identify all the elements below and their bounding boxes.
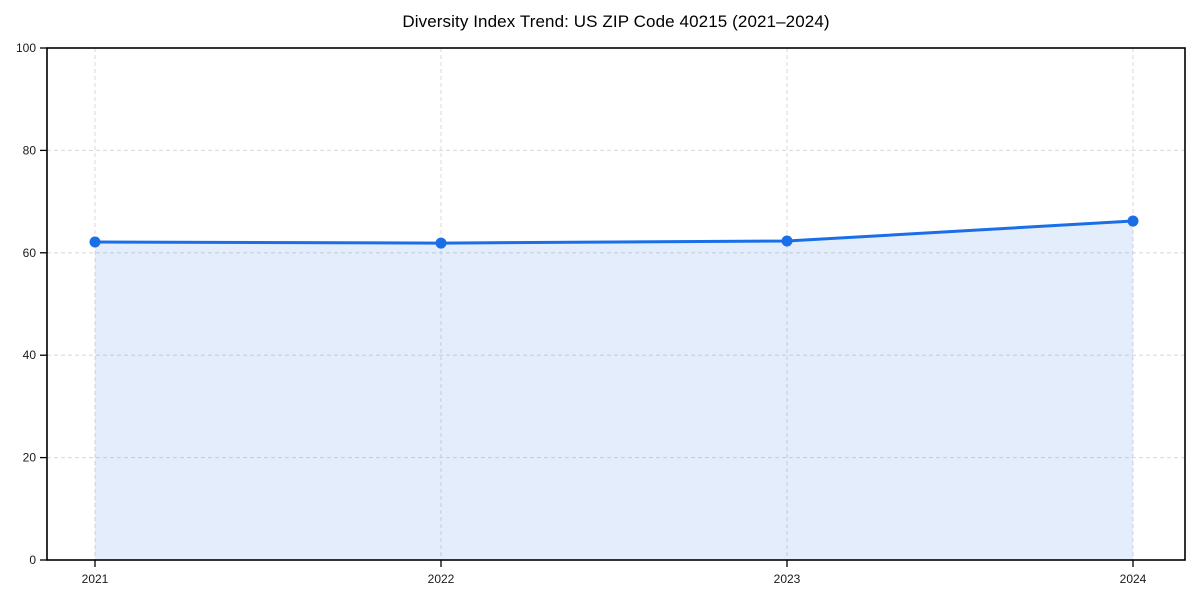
y-tick-label: 40 [23, 348, 37, 362]
trend-line [93, 219, 1135, 245]
chart-title: Diversity Index Trend: US ZIP Code 40215… [402, 12, 830, 31]
y-tick-label: 20 [23, 451, 37, 465]
data-point-marker [1127, 215, 1139, 227]
data-point-marker [89, 236, 101, 248]
y-tick-label: 80 [23, 143, 37, 157]
data-point-marker [435, 237, 447, 249]
plot-border [46, 47, 1186, 561]
area-fill [95, 221, 1133, 560]
y-tick-label: 60 [23, 246, 37, 260]
x-tick-label: 2024 [1120, 572, 1147, 586]
y-tick-label: 0 [29, 553, 36, 567]
data-point-marker [781, 235, 793, 247]
y-tick-label: 100 [16, 41, 36, 55]
x-tick-label: 2022 [428, 572, 455, 586]
x-tick-label: 2023 [774, 572, 801, 586]
x-tick-label: 2021 [82, 572, 109, 586]
